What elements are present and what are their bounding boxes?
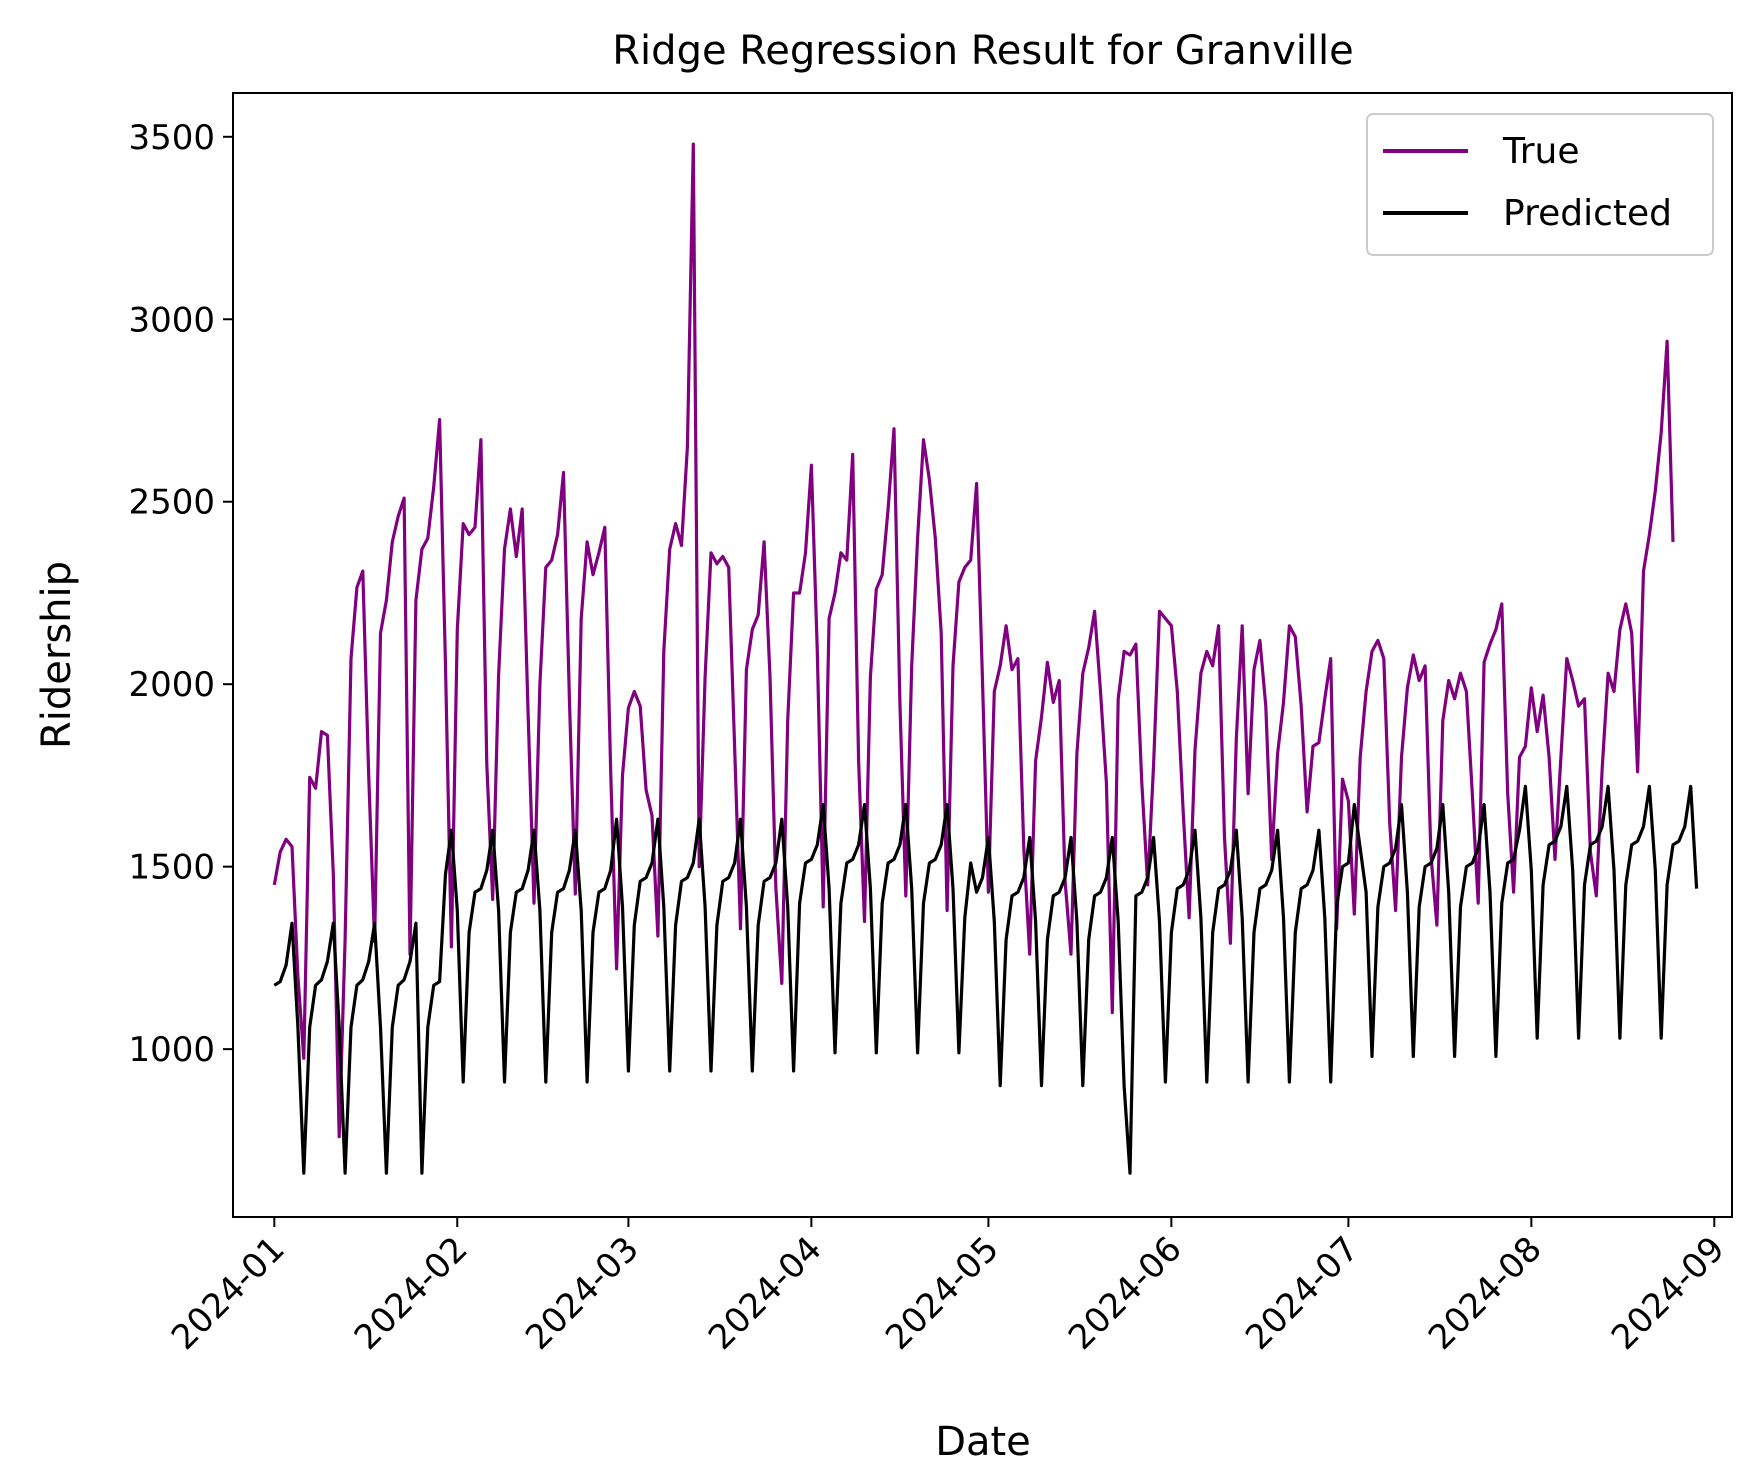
plot-frame — [232, 92, 1733, 1218]
legend-label-true: True — [1502, 131, 1579, 172]
y-axis-ticks: 1000 1500 2000 2500 3000 3500 — [128, 118, 233, 1070]
legend: True Predicted — [1366, 113, 1714, 256]
series-layer — [272, 142, 1699, 1175]
y-axis-label: Ridership — [34, 561, 80, 749]
y-tick-label: 2500 — [128, 483, 215, 523]
y-tick-label: 1500 — [128, 848, 215, 888]
x-axis-label: Date — [935, 1419, 1031, 1465]
legend-label-predicted: Predicted — [1503, 193, 1672, 234]
y-tick-label: 3000 — [128, 300, 215, 340]
y-tick-label: 2000 — [128, 665, 215, 705]
y-tick-label: 3500 — [128, 118, 215, 158]
y-tick-label: 1000 — [128, 1030, 215, 1070]
series-line-predicted — [273, 784, 1699, 1175]
chart-title: Ridge Regression Result for Granville — [612, 28, 1353, 74]
